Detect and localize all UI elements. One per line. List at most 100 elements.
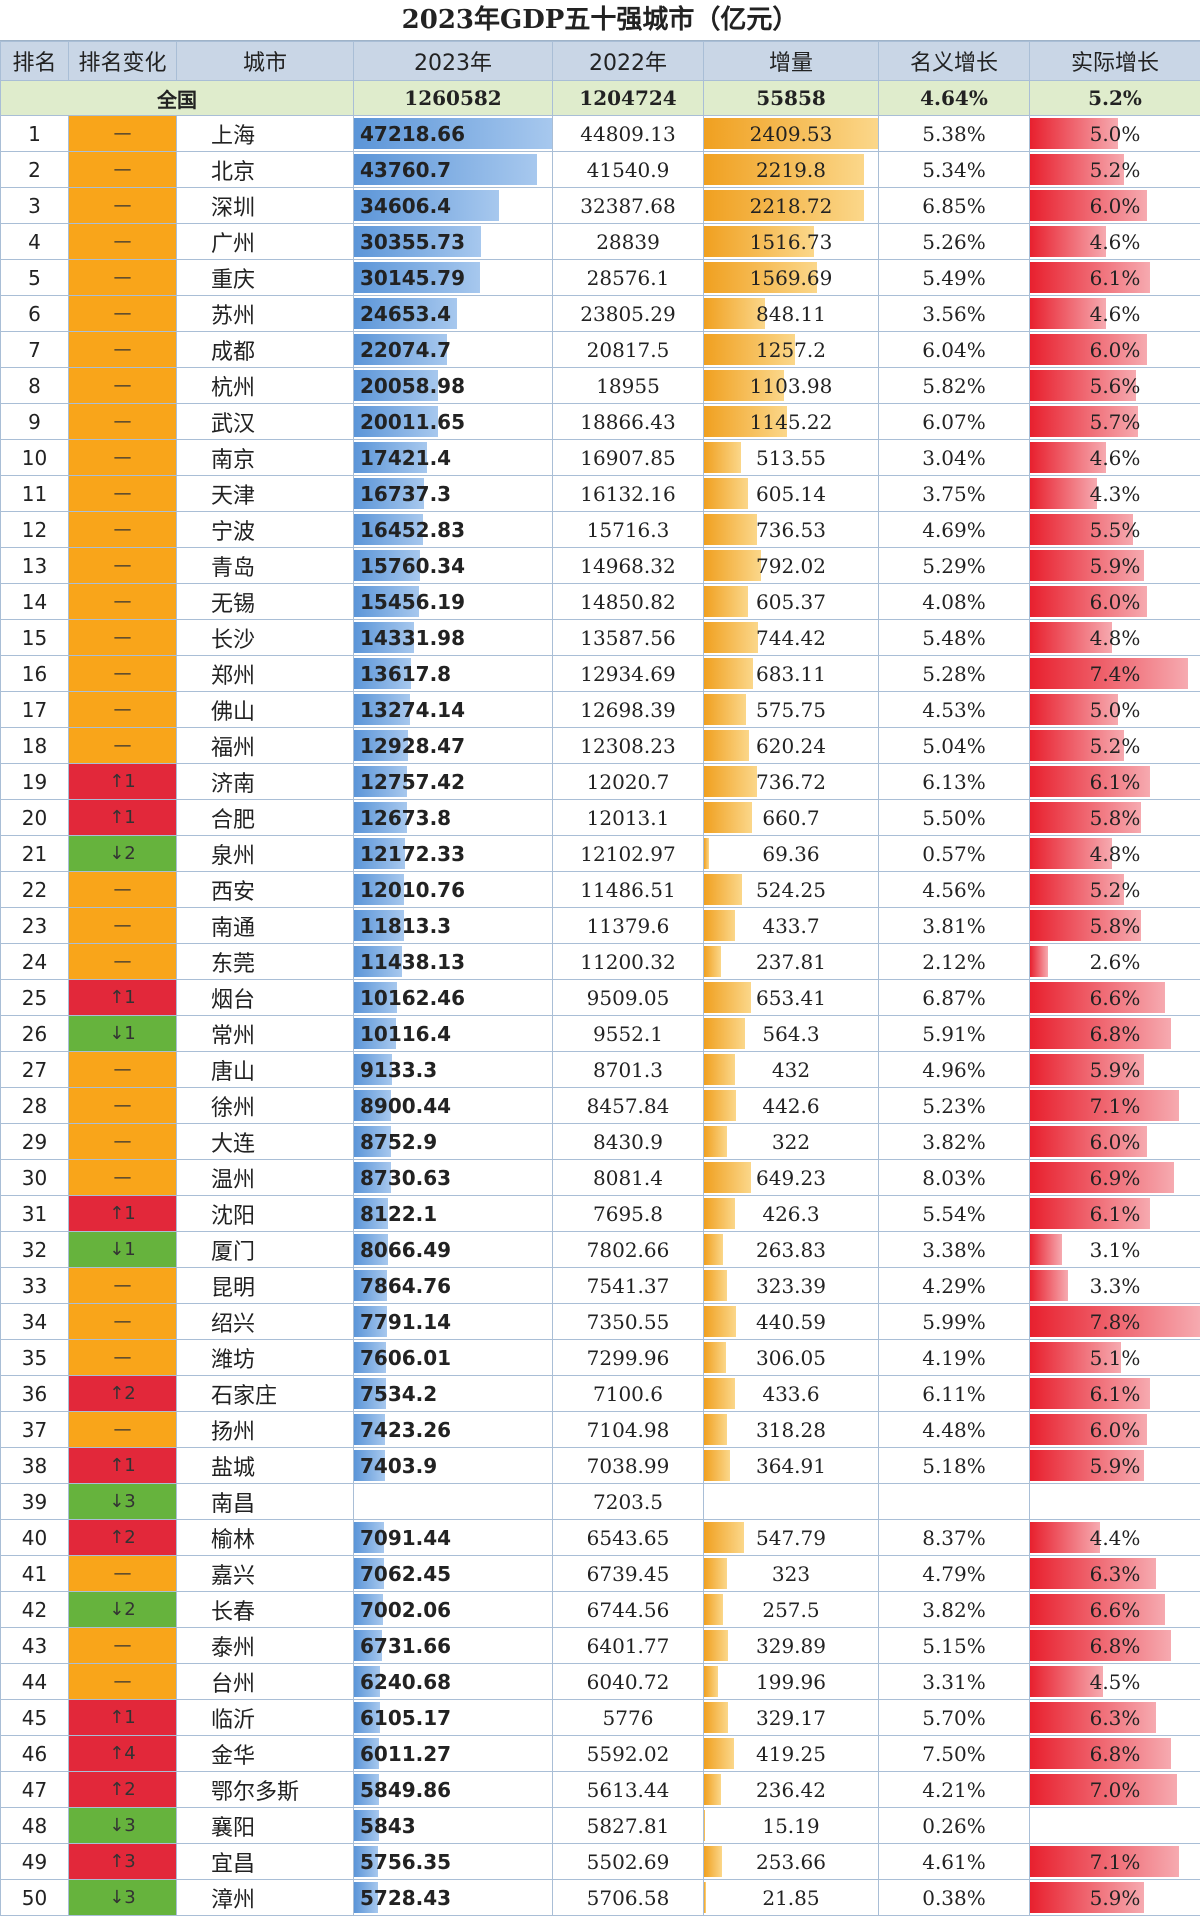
increase-cell: 653.41 xyxy=(703,979,879,1016)
real-growth-cell: 5.2% xyxy=(1029,151,1200,188)
gdp-2023-value: 8122.1 xyxy=(360,1201,438,1226)
increase-bar xyxy=(704,1090,736,1121)
nominal-growth-cell: 3.81% xyxy=(878,907,1030,944)
gdp-2023-bar xyxy=(354,838,406,869)
table-row: 10— 南京 17421.4 16907.85 513.55 3.04% 4.6% xyxy=(0,439,1200,476)
city-name: 常州 xyxy=(211,1023,256,1049)
gdp-2022-cell: 9552.1 xyxy=(552,1015,704,1052)
increase-value: 1569.69 xyxy=(749,265,833,290)
rank-cell: 44 xyxy=(0,1663,69,1700)
real-growth-value: 6.0% xyxy=(1089,1129,1141,1154)
increase-value: 237.81 xyxy=(756,949,826,974)
rank-change-cell: — xyxy=(68,115,177,152)
increase-bar xyxy=(704,1666,719,1697)
nominal-growth-cell: 3.75% xyxy=(878,475,1030,512)
table-row: 50 ↓3 漳州 5728.43 5706.58 21.85 0.38% 5.9% xyxy=(0,1879,1200,1916)
real-growth-bar xyxy=(1030,478,1098,509)
real-growth-value: 3.1% xyxy=(1089,1237,1141,1262)
rank-change-cell: — xyxy=(68,691,177,728)
city-name: 漳州 xyxy=(211,1887,256,1913)
real-growth-cell: 6.8% xyxy=(1029,1735,1200,1772)
rank-change-cell: ↑1 xyxy=(68,763,177,800)
nominal-growth-cell: 3.82% xyxy=(878,1123,1030,1160)
total-gdp-2022: 1204724 xyxy=(552,80,704,116)
city-cell: 温州 xyxy=(176,1159,354,1196)
increase-cell: 1257.2 xyxy=(703,331,879,368)
real-growth-value: 2.6% xyxy=(1089,949,1141,974)
city-name: 烟台 xyxy=(211,987,256,1013)
increase-bar xyxy=(704,1198,735,1229)
increase-cell: 660.7 xyxy=(703,799,879,836)
city-cell: 西安 xyxy=(176,871,354,908)
rank-cell: 45 xyxy=(0,1699,69,1736)
gdp-2023-bar xyxy=(354,1810,379,1841)
table-row: 30— 温州 8730.63 8081.4 649.23 8.03% 6.9% xyxy=(0,1159,1200,1196)
gdp-2022-cell: 12698.39 xyxy=(552,691,704,728)
gdp-2023-cell: 14331.98 xyxy=(353,619,553,656)
real-growth-value: 5.9% xyxy=(1089,553,1141,578)
real-growth-bar xyxy=(1030,766,1151,797)
rank-change-cell: — xyxy=(68,1627,177,1664)
real-growth-cell xyxy=(1029,1483,1200,1520)
real-growth-value: 5.2% xyxy=(1089,733,1141,758)
real-growth-bar xyxy=(1030,1522,1101,1553)
increase-bar xyxy=(704,550,762,581)
city-cell: 唐山 xyxy=(176,1051,354,1088)
gdp-2023-value: 10162.46 xyxy=(360,985,466,1010)
total-label: 全国 xyxy=(0,80,354,116)
increase-cell: 364.91 xyxy=(703,1447,879,1484)
gdp-2023-value: 7864.76 xyxy=(360,1273,452,1298)
rank-cell: 8 xyxy=(0,367,69,404)
table-row: 40 ↑2 榆林 7091.44 6543.65 547.79 8.37% 4.4% xyxy=(0,1519,1200,1556)
rank-change-cell: — xyxy=(68,187,177,224)
increase-value: 2409.53 xyxy=(749,121,833,146)
rank-change-cell: — xyxy=(68,907,177,944)
increase-bar xyxy=(704,1630,728,1661)
rank-cell: 46 xyxy=(0,1735,69,1772)
city-cell: 南通 xyxy=(176,907,354,944)
city-name: 郑州 xyxy=(211,663,256,689)
gdp-2023-bar xyxy=(354,1450,386,1481)
nominal-growth-cell: 5.26% xyxy=(878,223,1030,260)
header-gdp-2023: 2023年 xyxy=(353,41,553,81)
gdp-2023-value: 12010.76 xyxy=(360,877,466,902)
nominal-growth-cell: 4.56% xyxy=(878,871,1030,908)
nominal-growth-cell: 0.26% xyxy=(878,1807,1030,1844)
increase-bar xyxy=(704,226,814,257)
nominal-growth-cell: 4.61% xyxy=(878,1843,1030,1880)
rank-cell: 23 xyxy=(0,907,69,944)
gdp-2023-cell: 7002.06 xyxy=(353,1591,553,1628)
real-growth-value: 4.6% xyxy=(1089,445,1141,470)
real-growth-bar xyxy=(1030,622,1113,653)
gdp-2022-cell: 6401.77 xyxy=(552,1627,704,1664)
header-rank-change: 排名变化 xyxy=(68,41,177,81)
increase-bar xyxy=(704,1270,728,1301)
real-growth-value: 3.3% xyxy=(1089,1273,1141,1298)
nominal-growth-cell: 5.48% xyxy=(878,619,1030,656)
rank-cell: 47 xyxy=(0,1771,69,1808)
real-growth-cell: 7.4% xyxy=(1029,655,1200,692)
real-growth-bar xyxy=(1030,1882,1145,1913)
increase-bar xyxy=(704,838,709,869)
table-row: 49 ↑3 宜昌 5756.35 5502.69 253.66 4.61% 7.1% xyxy=(0,1843,1200,1880)
city-cell: 广州 xyxy=(176,223,354,260)
gdp-2022-cell: 7104.98 xyxy=(552,1411,704,1448)
table-row: 17— 佛山 13274.14 12698.39 575.75 4.53% 5.0% xyxy=(0,691,1200,728)
city-name: 大连 xyxy=(211,1131,256,1157)
city-cell: 台州 xyxy=(176,1663,354,1700)
nominal-growth-cell: 6.04% xyxy=(878,331,1030,368)
nominal-growth-cell: 0.57% xyxy=(878,835,1030,872)
city-cell: 鄂尔多斯 xyxy=(176,1771,354,1808)
gdp-2023-value: 5756.35 xyxy=(360,1849,452,1874)
rank-cell: 37 xyxy=(0,1411,69,1448)
gdp-2023-value: 8900.44 xyxy=(360,1093,452,1118)
increase-value: 419.25 xyxy=(756,1741,826,1766)
city-cell: 临沂 xyxy=(176,1699,354,1736)
real-growth-cell: 6.6% xyxy=(1029,979,1200,1016)
city-name: 襄阳 xyxy=(211,1815,256,1841)
real-growth-cell: 5.6% xyxy=(1029,367,1200,404)
rank-cell: 32 xyxy=(0,1231,69,1268)
rank-change-cell: ↑1 xyxy=(68,979,177,1016)
gdp-2022-cell: 6040.72 xyxy=(552,1663,704,1700)
gdp-2022-cell: 7541.37 xyxy=(552,1267,704,1304)
